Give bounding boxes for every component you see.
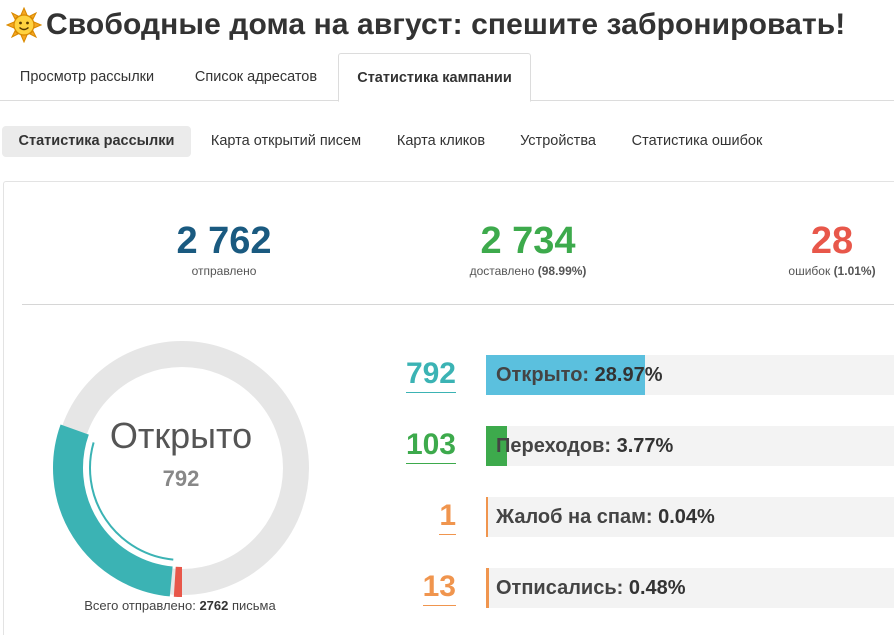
metric-bar-text: Отписались: 0.48% xyxy=(496,568,686,608)
metric-label: Переходов: xyxy=(496,435,612,457)
metric-bar-fill xyxy=(486,568,489,608)
metric-bar: Отписались: 0.48% xyxy=(486,568,894,608)
stat-delivered-value: 2 734 xyxy=(480,220,576,262)
metric-value[interactable]: 13 xyxy=(376,569,456,606)
stat-delivered: 2 734 доставлено (98.99%) xyxy=(428,221,628,278)
subtab-open-map[interactable]: Карта открытий писем xyxy=(210,133,362,149)
metric-value-link[interactable]: 1 xyxy=(439,499,456,535)
metric-bar-text: Открыто: 28.97% xyxy=(496,355,662,395)
stat-errors-value: 28 xyxy=(810,220,854,262)
subtab-click-map[interactable]: Карта кликов xyxy=(396,133,486,149)
metric-value-link[interactable]: 13 xyxy=(422,570,456,606)
metric-value-link[interactable]: 103 xyxy=(405,428,456,464)
donut-center-value: 792 xyxy=(163,466,200,491)
metric-value[interactable]: 103 xyxy=(376,427,456,464)
donut-center-label: Открыто xyxy=(110,415,252,456)
tab-mail-preview[interactable]: Просмотр рассылки xyxy=(19,69,155,85)
stats-panel xyxy=(3,181,894,635)
metric-bar-text: Переходов: 3.77% xyxy=(496,426,673,466)
metric-value-link[interactable]: 792 xyxy=(405,357,456,393)
metric-bar-text: Жалоб на спам: 0.04% xyxy=(496,497,715,537)
donut-inner-arc xyxy=(89,442,174,561)
metric-label: Открыто: xyxy=(496,364,590,386)
tab-campaign-stats[interactable]: Статистика кампании xyxy=(338,53,531,102)
stat-errors: 28 ошибок (1.01%) xyxy=(762,221,894,278)
stat-sent: 2 762 отправлено xyxy=(144,221,304,278)
metric-label: Отписались: xyxy=(496,577,624,599)
tab-recipient-list[interactable]: Список адресатов xyxy=(194,69,318,85)
subtab-devices[interactable]: Устройства xyxy=(520,133,596,149)
page-title: Свободные дома на август: спешите заброн… xyxy=(46,8,846,41)
stat-sent-value: 2 762 xyxy=(176,220,272,262)
metric-percent: 3.77% xyxy=(616,435,674,457)
metric-label: Жалоб на спам: xyxy=(496,506,653,528)
donut-opened-arc xyxy=(53,424,173,597)
page-header: Свободные дома на август: спешите заброн… xyxy=(6,4,845,46)
subtab-mailing-stats[interactable]: Статистика рассылки xyxy=(2,126,191,157)
stat-delivered-label: доставлено (98.99%) xyxy=(469,264,587,278)
sub-tabs: Статистика рассылки Карта открытий писем… xyxy=(0,126,894,158)
metric-percent: 28.97% xyxy=(594,364,663,386)
section-divider xyxy=(22,304,894,305)
subtab-error-stats[interactable]: Статистика ошибок xyxy=(631,133,763,149)
stat-errors-label: ошибок (1.01%) xyxy=(788,264,876,278)
metric-bar-fill xyxy=(486,497,488,537)
donut-caption: Всего отправлено: 2762 письма xyxy=(84,598,276,613)
metric-percent: 0.48% xyxy=(628,577,686,599)
metric-bar: Открыто: 28.97% xyxy=(486,355,894,395)
metric-value[interactable]: 1 xyxy=(376,498,456,535)
metric-percent: 0.04% xyxy=(658,506,715,528)
sun-icon xyxy=(6,7,42,43)
metric-bar-fill xyxy=(486,426,507,466)
metric-value[interactable]: 792 xyxy=(376,356,456,393)
metric-bar-fill xyxy=(486,355,645,395)
opened-donut-chart: Открыто 792 xyxy=(53,341,309,598)
metric-bar: Жалоб на спам: 0.04% xyxy=(486,497,894,537)
main-tabs: Просмотр рассылки Список адресатов Стати… xyxy=(0,53,894,102)
metric-bar: Переходов: 3.77% xyxy=(486,426,894,466)
stat-sent-label: отправлено xyxy=(191,264,257,278)
